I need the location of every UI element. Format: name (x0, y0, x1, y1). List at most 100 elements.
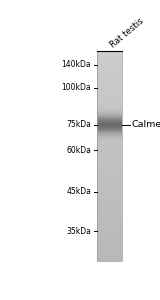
Bar (97, 248, 122, 249)
Bar (97, 75, 122, 76)
Bar (97, 194, 122, 195)
Bar (97, 255, 122, 256)
Bar (97, 232, 122, 233)
Bar (97, 84, 122, 85)
Bar (97, 52, 122, 53)
Bar (97, 192, 122, 193)
Bar (97, 68, 122, 69)
Bar (97, 202, 122, 203)
Bar (97, 92, 122, 93)
Bar (97, 138, 122, 139)
Bar (97, 215, 122, 216)
Bar (97, 123, 122, 124)
Bar (97, 72, 122, 73)
Bar (97, 169, 122, 170)
Bar (97, 254, 122, 255)
Bar (97, 239, 122, 240)
Bar (97, 54, 122, 55)
Bar (97, 137, 122, 138)
Bar (97, 246, 122, 247)
Bar (97, 53, 122, 54)
Bar (97, 174, 122, 175)
Bar (97, 202, 122, 203)
Bar (97, 64, 122, 65)
Bar (97, 225, 122, 226)
Bar (97, 103, 122, 104)
Bar (97, 155, 122, 156)
Bar (97, 158, 122, 159)
Bar (97, 139, 122, 140)
Bar (97, 172, 122, 173)
Bar (97, 146, 122, 147)
Bar (97, 193, 122, 194)
Bar (97, 80, 122, 81)
Bar (97, 148, 122, 149)
Bar (97, 91, 122, 92)
Bar (97, 118, 122, 119)
Bar (97, 157, 122, 158)
Bar (97, 176, 122, 177)
Bar (97, 178, 122, 179)
Text: 60kDa: 60kDa (66, 146, 91, 155)
Bar (97, 78, 122, 79)
Bar (97, 131, 122, 132)
Bar (97, 212, 122, 213)
Bar (97, 256, 122, 257)
Bar (97, 163, 122, 164)
Bar (97, 243, 122, 244)
Bar (97, 214, 122, 215)
Bar (97, 187, 122, 188)
Bar (97, 160, 122, 161)
Bar (97, 73, 122, 74)
Bar (97, 119, 122, 120)
Bar (97, 105, 122, 106)
Bar (97, 230, 122, 231)
Bar (97, 218, 122, 219)
Bar (97, 79, 122, 80)
Bar (97, 88, 122, 89)
Bar (97, 253, 122, 254)
Bar (97, 125, 122, 126)
Bar (97, 95, 122, 96)
Bar (97, 54, 122, 55)
Bar (97, 165, 122, 166)
Bar (97, 99, 122, 100)
Bar (97, 176, 122, 177)
Bar (97, 236, 122, 237)
Bar (97, 238, 122, 239)
Bar (97, 216, 122, 217)
Bar (97, 206, 122, 208)
Bar (97, 102, 122, 103)
Bar (97, 93, 122, 94)
Bar (97, 186, 122, 187)
Bar (97, 113, 122, 114)
Bar (97, 134, 122, 135)
Bar (97, 191, 122, 192)
Bar (97, 82, 122, 83)
Bar (97, 208, 122, 209)
Bar (97, 108, 122, 109)
Bar (97, 72, 122, 74)
Bar (97, 121, 122, 122)
Bar (97, 164, 122, 165)
Bar (97, 133, 122, 134)
Bar (97, 169, 122, 170)
Bar (97, 153, 122, 154)
Bar (97, 127, 122, 128)
Text: 140kDa: 140kDa (62, 60, 91, 69)
Bar (97, 65, 122, 66)
Bar (97, 249, 122, 250)
Bar (97, 156, 122, 157)
Bar (97, 91, 122, 92)
Bar (97, 67, 122, 68)
Bar (97, 63, 122, 64)
Bar (97, 237, 122, 238)
Bar (97, 69, 122, 70)
Bar (97, 147, 122, 148)
Bar (97, 204, 122, 205)
Bar (97, 161, 122, 162)
Text: 35kDa: 35kDa (66, 227, 91, 236)
Bar (97, 166, 122, 167)
Bar (97, 226, 122, 227)
Bar (97, 101, 122, 102)
